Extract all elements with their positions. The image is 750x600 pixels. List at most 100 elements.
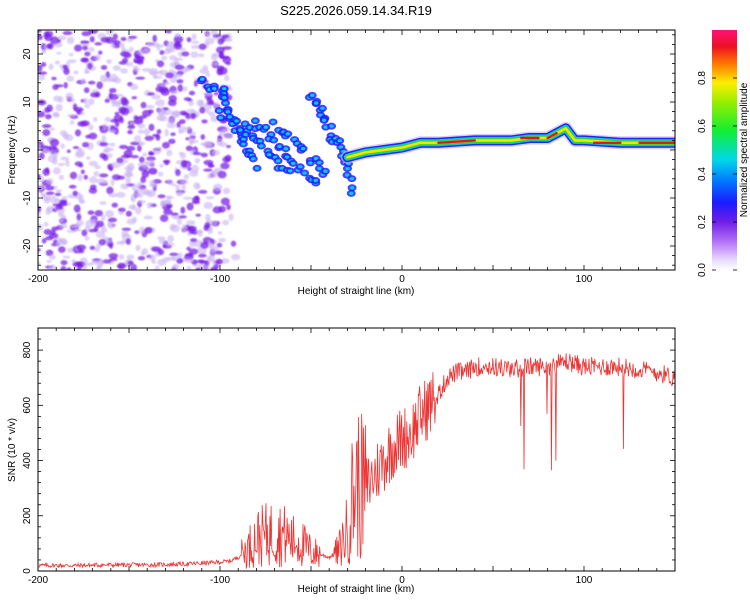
feature-core [323,125,329,129]
noise-blob [67,247,74,253]
feature-core [257,139,263,143]
noise-blob [170,224,181,233]
noise-blob [203,159,214,166]
noise-blob [76,109,82,115]
noise-blob [148,167,158,175]
snr-y-tick-label: 400 [22,452,33,469]
noise-blob [100,65,108,70]
snr-y-tick-label: 600 [22,397,33,414]
snr-x-tick-label: -200 [28,575,48,586]
noise-blob [176,121,181,128]
feature-core [349,191,354,195]
noise-blob [48,264,57,270]
noise-blob [110,129,117,133]
noise-blob [152,133,160,138]
noise-blob [130,154,139,159]
noise-blob [185,126,192,131]
noise-blob [177,217,182,226]
noise-blob [133,190,142,198]
noise-blob [108,192,118,198]
noise-blob [199,106,206,114]
noise-blob [118,207,126,213]
noise-blob [63,67,70,75]
noise-blob [76,244,87,251]
noise-blob [203,168,213,172]
noise-blob [166,195,174,200]
noise-blob [186,202,194,211]
noise-blob [138,156,145,163]
noise-blob [166,179,174,184]
noise-blob [170,111,179,119]
noise-blob [161,55,168,61]
noise-blob [130,196,136,203]
noise-blob [175,169,181,177]
noise-blob [191,200,201,205]
noise-blob [180,206,186,214]
noise-blob [58,199,68,204]
noise-blob [175,57,184,61]
noise-blob [41,238,47,244]
noise-blob [70,224,78,228]
snr-x-tick-label: -100 [210,575,230,586]
noise-blob [83,97,88,105]
noise-blob [211,149,220,156]
noise-blob [200,134,206,140]
noise-blob [44,197,51,204]
noise-blob [188,100,195,107]
noise-blob [126,145,136,152]
noise-blob [146,202,153,209]
colorbar: 0.0 0.2 0.4 0.6 0.8 Normalized spectral ampl… [697,30,750,277]
noise-blob [224,74,230,82]
noise-blob [174,64,185,70]
noise-blob [38,71,48,75]
noise-blob [147,42,156,47]
noise-blob [208,164,215,168]
noise-blob [165,45,176,51]
noise-blob [178,119,186,125]
spectrogram-marks [38,30,675,270]
colorbar-tick-label: 0.2 [697,215,708,229]
snr-y-tick-label: 200 [22,507,33,524]
noise-blob [84,66,89,74]
spectrogram-y-tick-label: -10 [22,190,33,205]
feature-core [337,139,342,143]
noise-blob [120,51,130,57]
noise-blob [80,40,90,44]
dispersed-features [196,75,357,197]
feature-core [238,128,243,132]
noise-blob [51,229,56,236]
noise-blob [49,127,56,131]
noise-blob [154,265,160,270]
feature-core [253,119,258,123]
noise-blob [110,161,121,169]
noise-blob [77,147,83,152]
noise-blob [62,30,73,36]
noise-blob [163,107,169,111]
noise-blob [228,213,234,222]
noise-blob [131,184,141,192]
noise-blob [94,247,100,253]
noise-blob [120,44,126,52]
noise-blob [43,221,49,227]
snr-x-tick-labels: -200 -100 0 100 [28,575,593,586]
feature-core [320,106,325,110]
feature-core [349,186,355,190]
noise-blob [214,250,223,255]
noise-blobs [38,30,241,270]
noise-blob [54,42,63,48]
noise-blob [116,157,124,164]
noise-blob [156,114,165,121]
noise-blob [192,151,202,156]
noise-blob [47,42,54,50]
noise-blob [66,267,72,270]
noise-blob [58,218,64,223]
noise-blob [70,120,75,125]
noise-blob [133,115,139,119]
noise-blob [136,59,144,65]
noise-blob [210,267,218,270]
noise-blob [164,81,171,86]
noise-blob [40,148,50,154]
noise-blob [205,109,210,114]
noise-blob [168,138,176,145]
noise-blob [188,248,199,255]
